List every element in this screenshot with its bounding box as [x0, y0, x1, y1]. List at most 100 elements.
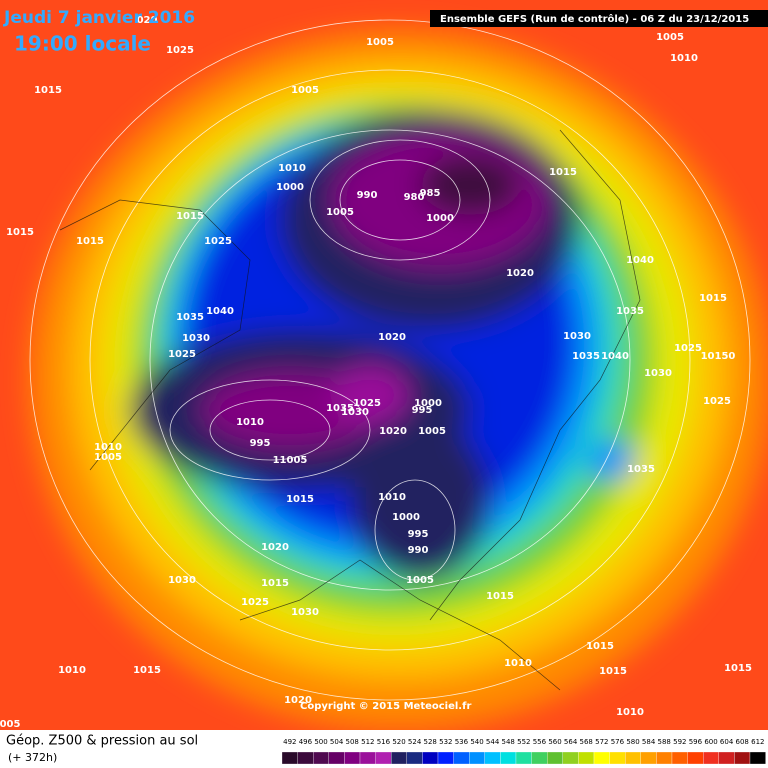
footer: Géop. Z500 & pression au sol (+ 372h) 49… [0, 730, 768, 768]
colorbar-label: 512 [361, 738, 374, 746]
isobar-label: 1035 [627, 464, 655, 475]
isobar-label: 020 [137, 15, 158, 26]
isobar-label: 1020 [506, 268, 534, 279]
isobar-label: 1010 [378, 492, 406, 503]
isobar-label: 1030 [644, 368, 672, 379]
colorbar-swatch [359, 751, 376, 765]
colorbar-label: 608 [736, 738, 749, 746]
colorbar-swatch [500, 751, 517, 765]
colorbar-label: 544 [486, 738, 500, 746]
isobar-label: 1030 [291, 607, 319, 618]
isobar-label: 1035 [572, 351, 600, 362]
isobar-label: 1015 [133, 665, 161, 676]
isobar-label: 1025 [241, 597, 269, 608]
isobar-label: 1010 [616, 707, 644, 718]
isobar-label: 1000 [392, 512, 420, 523]
isobar-label: 11005 [273, 455, 308, 466]
isobar-label: 005 [0, 719, 20, 730]
isobar-label: 1005 [326, 207, 354, 218]
isobar-label: 1015 [176, 211, 204, 222]
isobar-label: 1015 [699, 293, 727, 304]
colorbar-swatch [515, 751, 532, 765]
isobar-label: 1035 [176, 312, 204, 323]
isobar-label: 1015 [549, 167, 577, 178]
isobar-label: 1040 [601, 351, 629, 362]
colorbar-label: 604 [720, 738, 734, 746]
colorbar-label: 612 [751, 738, 764, 746]
isobar-label: 1000 [414, 398, 442, 409]
colorbar-swatch [593, 751, 610, 765]
colorbar-swatch [437, 751, 454, 765]
colorbar-swatch [749, 751, 766, 765]
isobar-label: 980 [404, 192, 425, 203]
colorbar-label: 584 [642, 738, 656, 746]
colorbar-label: 572 [595, 738, 608, 746]
colorbar-swatch [344, 751, 361, 765]
coastlines [59, 129, 641, 691]
colorbar-label: 492 [283, 738, 296, 746]
isobar-label: 10150 [701, 351, 736, 362]
isobar-label: 1020 [261, 542, 289, 553]
isobar-label: 1005 [94, 452, 122, 463]
isobar-label: 1005 [656, 32, 684, 43]
colorbar-swatch [531, 751, 548, 765]
isobar-label: 995 [412, 405, 433, 416]
isobar-label: 1005 [366, 37, 394, 48]
isobar-label: 1015 [76, 236, 104, 247]
colorbar-swatch [406, 751, 423, 765]
isobar-label: 1005 [406, 575, 434, 586]
footer-lead: (+ 372h) [8, 751, 57, 764]
colorbar-label: 556 [533, 738, 547, 746]
isobar-label: 1035 [616, 306, 644, 317]
isobar-label: 1010 [504, 658, 532, 669]
colorbar-label: 576 [611, 738, 625, 746]
colorbar-swatch [609, 751, 626, 765]
colorbar-swatch [656, 751, 673, 765]
colorbar-label: 592 [673, 738, 686, 746]
colorbar-label: 552 [517, 738, 530, 746]
isobar-label: 1025 [674, 343, 702, 354]
colorbar-swatch [313, 751, 329, 765]
colorbar-swatch [469, 751, 485, 765]
model: Ensemble GEFS (Run de contrôle) - 06 Z d… [440, 13, 749, 25]
isobar-label: 1020 [378, 332, 406, 343]
isobar-label: 1010 [236, 417, 264, 428]
isobar-label: 1040 [206, 306, 234, 317]
isobar-label: 1015 [724, 663, 752, 674]
colorbar-swatch [484, 751, 501, 765]
isobar-label: 985 [420, 188, 441, 199]
isobar-label: 1000 [426, 213, 454, 224]
colorbar-label: 600 [704, 738, 717, 746]
date: Jeudi 7 janvier 2016 [3, 8, 195, 28]
colorbar-swatch [734, 751, 751, 765]
isobar-label: 1010 [278, 163, 306, 174]
isobar-label: 1000 [276, 182, 304, 193]
colorbar-label: 520 [392, 738, 405, 746]
colorbar-label: 548 [502, 738, 515, 746]
isobar-label: 1015 [486, 591, 514, 602]
colorbar-label: 580 [626, 738, 639, 746]
footer-title: Géop. Z500 & pression au sol [6, 734, 198, 749]
isobar-label: 1025 [204, 236, 232, 247]
colorbar-label: 508 [346, 738, 359, 746]
colorbar-swatch [547, 751, 563, 765]
colorbar-swatch [671, 751, 688, 765]
isobar-label: 1010 [58, 665, 86, 676]
colorbar-label: 596 [689, 738, 703, 746]
isobar-label: 1015 [599, 666, 627, 677]
colorbar-swatch [687, 751, 704, 765]
isobar-label: 1025 [353, 398, 381, 409]
colorbar-swatch [281, 751, 298, 765]
isobar-label: 1040 [626, 255, 654, 266]
colorbar-swatch [391, 751, 407, 765]
colorbar-label: 568 [580, 738, 593, 746]
colorbar-label: 504 [330, 738, 344, 746]
isobar-label: 995 [250, 438, 271, 449]
isobar-label: 1025 [168, 349, 196, 360]
colorbar-swatch [375, 751, 392, 765]
colorbar-label: 540 [470, 738, 483, 746]
isobar-lines [29, 19, 751, 701]
isobar-label: 1025 [703, 396, 731, 407]
